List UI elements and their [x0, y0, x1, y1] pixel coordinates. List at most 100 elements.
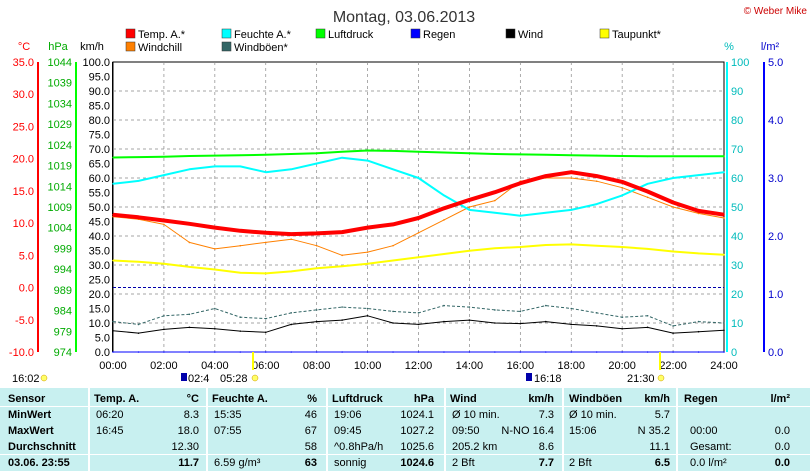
data-point: [570, 351, 573, 353]
data-point: [646, 183, 649, 185]
data-point: [112, 183, 114, 185]
data-point: [417, 150, 420, 153]
data-point: [494, 153, 496, 155]
left-time-label: 16:02: [12, 373, 40, 385]
data-point: [341, 351, 343, 353]
data-point: [468, 206, 471, 208]
data-point: [366, 307, 369, 310]
temp-tick-label: 25.0: [13, 121, 34, 133]
pressure-tick-label: 1029: [48, 119, 72, 131]
legend-swatch: [410, 28, 421, 39]
data-point: [315, 162, 318, 165]
table-column-divider: [562, 388, 564, 471]
temp-tick-label: 15.0: [13, 186, 34, 198]
data-point: [137, 260, 140, 263]
data-point: [214, 351, 216, 353]
wind-tick-label: 10.0: [89, 318, 110, 330]
humidity-tick-label: 0: [731, 347, 737, 359]
data-point: [366, 159, 369, 162]
data-point: [443, 219, 445, 221]
data-point: [468, 152, 471, 155]
table-cell: Luftdruck: [332, 393, 383, 405]
x-tick-label: 14:00: [456, 360, 484, 372]
data-point: [341, 231, 343, 233]
table-cell: %: [307, 393, 317, 405]
temp-tick-label: 20.0: [13, 154, 34, 166]
data-point: [621, 328, 623, 330]
legend-swatch: [315, 28, 326, 39]
x-tick-label: 18:00: [557, 360, 585, 372]
data-point: [468, 199, 471, 201]
table-cell: km/h: [644, 393, 670, 405]
temp-tick-label: 30.0: [13, 89, 34, 101]
data-point: [188, 266, 191, 268]
wind-tick-label: 75.0: [89, 130, 110, 142]
data-point: [392, 310, 394, 313]
legend-label: Windböen*: [234, 42, 289, 54]
data-point: [341, 254, 343, 257]
rain-tick-label: 5.0: [768, 57, 783, 69]
x-tick-label: 20:00: [608, 360, 636, 372]
table-cell: 1024.6: [400, 457, 434, 469]
data-point: [417, 217, 420, 219]
data-point: [519, 182, 522, 184]
sun-icon: [40, 374, 48, 382]
data-point: [188, 326, 191, 329]
table-cell: 0.0: [774, 457, 790, 469]
data-point: [468, 351, 471, 353]
data-point: [672, 201, 674, 204]
table-cell: 63: [304, 457, 317, 469]
legend-swatch: [505, 28, 516, 39]
data-point: [697, 351, 700, 353]
data-point: [163, 314, 165, 317]
pressure-tick-label: 989: [54, 285, 72, 297]
data-point: [723, 253, 725, 256]
wind-tick-label: 15.0: [89, 304, 110, 316]
data-point: [290, 233, 293, 235]
sunset-icon: [657, 374, 665, 382]
data-point: [494, 351, 496, 353]
data-point: [392, 351, 394, 353]
data-point: [417, 312, 420, 314]
table-cell: MaxWert: [8, 425, 54, 437]
data-point: [570, 323, 573, 326]
data-point: [544, 304, 547, 307]
table-cell: ^0.8hPa/h: [334, 441, 384, 453]
wind-axis-unit: km/h: [80, 41, 104, 53]
data-point: [443, 151, 445, 154]
data-point: [239, 154, 242, 156]
data-point: [621, 246, 623, 248]
table-cell: 09:45: [334, 425, 362, 437]
humidity-tick-label: 30: [731, 260, 743, 272]
table-cell: Gesamt:: [690, 441, 732, 453]
pressure-tick-label: 984: [54, 306, 72, 318]
legend-swatch: [125, 28, 136, 39]
data-point: [112, 330, 114, 332]
data-point: [672, 155, 674, 158]
table-cell: Temp. A.: [94, 393, 140, 405]
table-cell: 1027.2: [400, 425, 434, 437]
data-point: [595, 154, 598, 157]
data-point: [392, 244, 394, 247]
data-point: [697, 174, 700, 176]
x-tick-label: 22:00: [659, 360, 687, 372]
data-point: [188, 168, 191, 171]
pressure-tick-label: 1024: [48, 140, 72, 152]
rain-tick-label: 3.0: [768, 173, 783, 185]
data-point: [494, 191, 496, 193]
data-point: [621, 351, 623, 353]
humidity-tick-label: 50: [731, 202, 743, 214]
data-point: [417, 323, 420, 326]
data-point: [468, 306, 471, 308]
data-point: [112, 351, 114, 353]
data-point: [163, 351, 165, 353]
temp-axis-unit: °C: [18, 41, 30, 53]
data-point: [723, 322, 725, 324]
data-point: [417, 231, 420, 234]
legend-swatch: [221, 28, 232, 39]
pressure-axis-unit: hPa: [48, 41, 68, 53]
table-column-divider: [88, 388, 90, 471]
data-point: [188, 222, 191, 225]
table-cell: 2 Bft: [569, 457, 592, 469]
data-point: [315, 320, 318, 323]
